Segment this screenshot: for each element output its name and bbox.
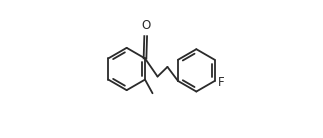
Text: F: F	[218, 76, 224, 89]
Text: O: O	[141, 19, 150, 32]
